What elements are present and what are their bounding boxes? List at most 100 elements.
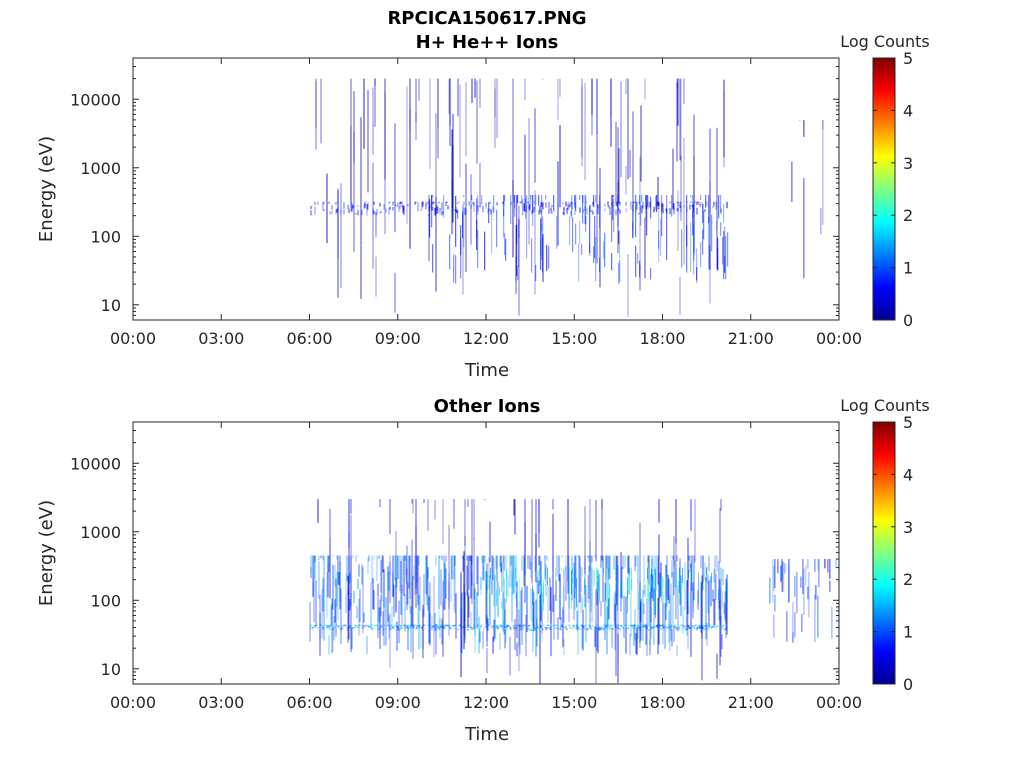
spectrogram-streak bbox=[399, 555, 401, 592]
spectrogram-streak bbox=[401, 555, 403, 595]
spectrogram-streak bbox=[507, 625, 509, 627]
spectrogram-streak bbox=[349, 573, 351, 584]
spectrogram-streak bbox=[606, 606, 608, 655]
spectrogram-streak bbox=[786, 611, 788, 642]
spectrogram-streak bbox=[723, 629, 725, 631]
spectrogram-streak bbox=[465, 163, 467, 272]
spectrogram-streak bbox=[643, 555, 645, 595]
spectrogram-streak bbox=[571, 570, 572, 595]
spectrogram-streak bbox=[769, 577, 771, 604]
spectrogram-streak bbox=[585, 585, 587, 643]
spectrogram-streak bbox=[468, 201, 470, 203]
spectrogram-streak bbox=[392, 207, 394, 211]
spectrogram-streak bbox=[449, 234, 451, 270]
spectrogram-streak bbox=[586, 627, 588, 630]
spectrogram-streak bbox=[677, 207, 679, 212]
spectrogram-streak bbox=[448, 626, 450, 628]
spectrogram-streak bbox=[317, 627, 319, 628]
spectrogram-streak bbox=[488, 557, 490, 589]
spectrogram-streak bbox=[538, 580, 540, 594]
spectrogram-streak bbox=[470, 204, 472, 209]
spectrogram-streak bbox=[404, 594, 406, 632]
spectrogram-streak bbox=[784, 563, 786, 574]
spectrogram-streak bbox=[682, 624, 684, 628]
spectrogram-streak bbox=[395, 624, 397, 627]
spectrogram-streak bbox=[602, 565, 604, 602]
spectrogram-streak bbox=[428, 208, 430, 212]
spectrogram-streak bbox=[419, 625, 421, 628]
spectrogram-streak bbox=[591, 78, 593, 136]
spectrogram-streak bbox=[327, 555, 329, 564]
spectrogram-streak bbox=[651, 627, 653, 630]
spectrogram-streak bbox=[494, 620, 496, 639]
spectrogram-streak bbox=[549, 627, 551, 630]
spectrogram-streak bbox=[440, 569, 442, 606]
spectrogram-streak bbox=[534, 627, 536, 631]
spectrogram-streak bbox=[692, 212, 694, 236]
spectrogram-streak bbox=[818, 559, 820, 588]
spectrogram-streak bbox=[550, 624, 552, 626]
spectrogram-streak bbox=[649, 201, 651, 208]
spectrogram-streak bbox=[562, 212, 564, 215]
spectrogram-streak bbox=[350, 555, 352, 598]
spectrogram-streak bbox=[650, 624, 652, 628]
y-tick-label: 10 bbox=[101, 660, 121, 679]
spectrogram-streak bbox=[312, 629, 314, 631]
spectrogram-streak bbox=[411, 624, 413, 627]
spectrogram-streak bbox=[349, 625, 351, 628]
spectrogram-streak bbox=[492, 206, 494, 212]
spectrogram-streak bbox=[601, 499, 603, 561]
spectrogram-streak bbox=[561, 624, 563, 627]
spectrogram-streak bbox=[419, 624, 421, 626]
spectrogram-streak bbox=[579, 195, 581, 200]
spectrogram-streak bbox=[363, 78, 365, 149]
spectrogram-streak bbox=[444, 565, 446, 591]
spectrogram-streak bbox=[671, 195, 673, 217]
spectrogram-streak bbox=[485, 625, 487, 629]
spectrogram-streak bbox=[722, 590, 723, 607]
spectrogram-streak bbox=[656, 195, 658, 196]
spectrogram-streak bbox=[611, 195, 613, 242]
spectrogram-streak bbox=[415, 113, 417, 141]
spectrogram-streak bbox=[539, 594, 541, 684]
spectrogram-streak bbox=[495, 555, 497, 570]
spectrogram-streak bbox=[440, 625, 442, 628]
spectrogram-streak bbox=[688, 555, 690, 561]
spectrogram-streak bbox=[681, 628, 683, 629]
spectrogram-streak bbox=[377, 628, 379, 630]
spectrogram-streak bbox=[497, 567, 498, 571]
spectrogram-streak bbox=[774, 559, 776, 588]
spectrogram-streak bbox=[604, 232, 606, 267]
spectrogram-streak bbox=[395, 577, 397, 612]
spectrogram-streak bbox=[540, 240, 542, 256]
spectrogram-streak bbox=[391, 627, 393, 630]
spectrogram-streak bbox=[372, 162, 374, 269]
spectrogram-streak bbox=[403, 205, 405, 211]
spectrogram-streak bbox=[648, 571, 650, 626]
spectrogram-streak bbox=[542, 203, 544, 210]
spectrogram-streak bbox=[680, 575, 682, 616]
spectrogram-streak bbox=[351, 203, 353, 212]
spectrogram-streak bbox=[574, 195, 576, 205]
spectrogram-streak bbox=[599, 573, 600, 600]
spectrogram-streak bbox=[377, 624, 379, 626]
spectrogram-streak bbox=[417, 624, 419, 627]
spectrogram-streak bbox=[618, 624, 620, 626]
spectrogram-streak bbox=[501, 601, 502, 609]
spectrogram-streak bbox=[379, 607, 381, 649]
spectrogram-streak bbox=[350, 499, 352, 514]
spectrogram-streak bbox=[477, 230, 479, 268]
spectrogram-streak bbox=[581, 78, 583, 158]
spectrogram-streak bbox=[459, 84, 461, 178]
spectrogram-streak bbox=[545, 627, 547, 631]
spectrogram-streak bbox=[322, 626, 324, 628]
spectrogram-streak bbox=[417, 203, 419, 212]
spectrogram-streak bbox=[802, 559, 804, 595]
spectrogram-streak bbox=[455, 195, 457, 247]
spectrogram-streak bbox=[520, 625, 522, 627]
spectrogram-streak bbox=[682, 567, 683, 583]
spectrogram-streak bbox=[434, 627, 436, 629]
spectrogram-streak bbox=[503, 579, 505, 635]
spectrogram-streak bbox=[645, 195, 647, 219]
spectrogram-streak bbox=[610, 624, 612, 626]
